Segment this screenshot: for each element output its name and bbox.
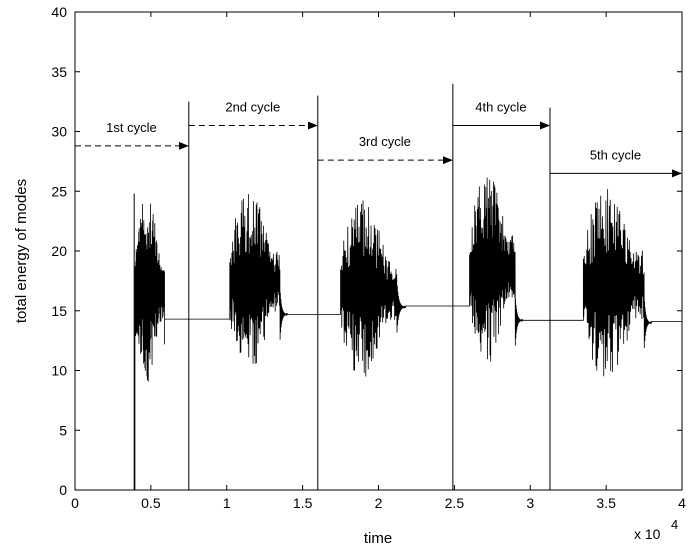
cycle-label: 2nd cycle (225, 100, 280, 115)
cycle-label: 1st cycle (106, 120, 157, 135)
cycle-marker-lines (133, 83, 551, 490)
x-tick-label: 2.5 (445, 495, 465, 511)
cycle-label: 3rd cycle (359, 134, 411, 149)
y-tick-label: 10 (51, 363, 67, 379)
x-axis-multiplier-exponent: 4 (671, 517, 678, 532)
y-tick-label: 30 (51, 124, 67, 140)
x-axis-multiplier: x 10 (634, 526, 661, 542)
cycle-label: 5th cycle (590, 147, 641, 162)
y-tick-label: 35 (51, 64, 67, 80)
y-axis-label: total energy of modes (13, 179, 30, 323)
y-tick-label: 20 (51, 243, 67, 259)
energy-series (75, 177, 682, 490)
cycle-label: 4th cycle (475, 100, 526, 115)
x-tick-label: 0.5 (141, 495, 161, 511)
x-tick-label: 4 (678, 495, 686, 511)
cycle-annotations: 1st cycle 2nd cycle 3rd cycle 4th cycle 5th … (75, 100, 682, 178)
x-axis-ticks: 0 0.5 1 1.5 2 2.5 3 3.5 4 (71, 12, 686, 511)
y-tick-label: 40 (51, 4, 67, 20)
x-tick-label: 3 (526, 495, 534, 511)
x-tick-label: 2 (375, 495, 383, 511)
energy-line (75, 177, 682, 490)
y-tick-label: 25 (51, 183, 67, 199)
x-tick-label: 3.5 (596, 495, 616, 511)
x-tick-label: 1 (223, 495, 231, 511)
y-axis-ticks: 0 5 10 15 20 25 30 35 40 (51, 4, 682, 498)
x-tick-label: 0 (71, 495, 79, 511)
x-axis-label: time (364, 530, 392, 547)
y-tick-label: 15 (51, 303, 67, 319)
y-tick-label: 0 (59, 482, 67, 498)
x-tick-label: 1.5 (293, 495, 313, 511)
y-tick-label: 5 (59, 422, 67, 438)
